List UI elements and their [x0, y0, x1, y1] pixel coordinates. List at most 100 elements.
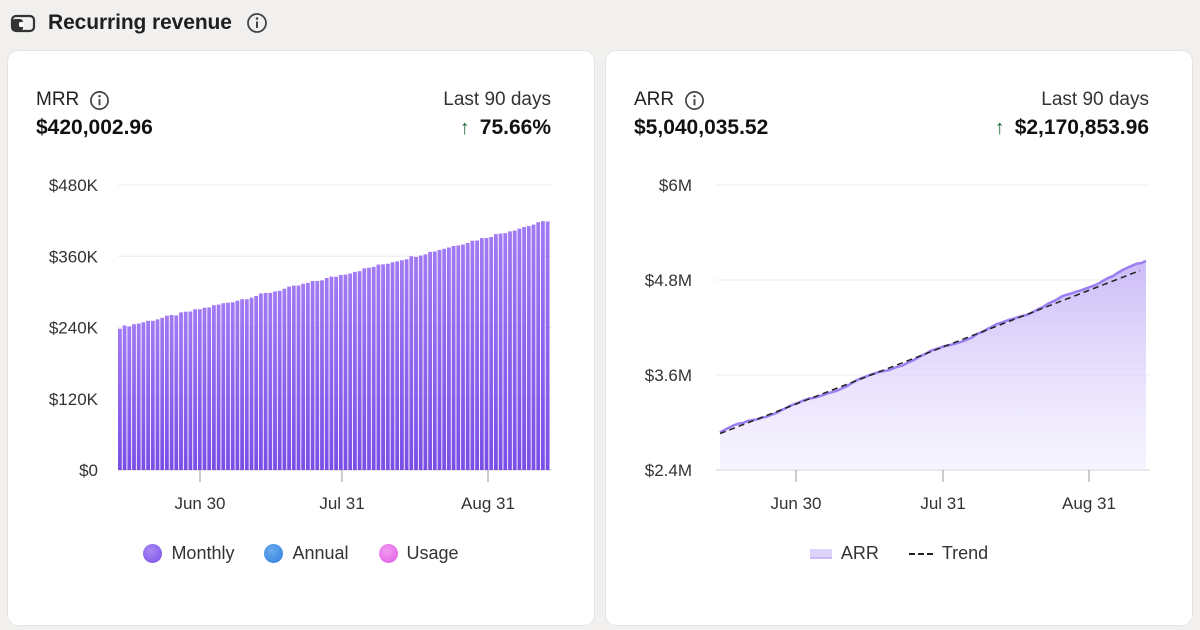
- bar[interactable]: [221, 303, 226, 470]
- bar[interactable]: [183, 311, 188, 470]
- bar[interactable]: [484, 237, 489, 470]
- bar[interactable]: [174, 315, 179, 470]
- bar[interactable]: [263, 292, 268, 470]
- bar[interactable]: [244, 299, 249, 470]
- bar[interactable]: [489, 237, 494, 470]
- bar[interactable]: [277, 290, 282, 470]
- bar[interactable]: [150, 320, 155, 470]
- arr-line[interactable]: [719, 259, 1147, 434]
- bar[interactable]: [451, 245, 456, 470]
- info-icon[interactable]: [246, 12, 268, 34]
- bar[interactable]: [479, 238, 484, 470]
- legend-item-monthly[interactable]: Monthly: [143, 543, 234, 564]
- bar[interactable]: [545, 221, 550, 470]
- bar[interactable]: [381, 264, 385, 470]
- bar[interactable]: [291, 285, 296, 470]
- bar[interactable]: [522, 227, 526, 470]
- legend-item-annual[interactable]: Annual: [264, 543, 349, 564]
- bar[interactable]: [197, 309, 202, 470]
- bar[interactable]: [334, 276, 338, 470]
- bar[interactable]: [273, 291, 277, 470]
- bar[interactable]: [442, 248, 447, 470]
- bar[interactable]: [409, 256, 414, 470]
- bar[interactable]: [498, 233, 503, 470]
- bar[interactable]: [193, 309, 197, 470]
- bar[interactable]: [226, 302, 230, 470]
- bar[interactable]: [122, 325, 127, 470]
- bar[interactable]: [385, 263, 390, 470]
- bar[interactable]: [400, 260, 404, 470]
- bar[interactable]: [118, 328, 122, 470]
- bar[interactable]: [324, 278, 329, 470]
- bar[interactable]: [188, 311, 193, 470]
- info-icon[interactable]: [89, 90, 110, 111]
- bar[interactable]: [296, 285, 301, 470]
- bar[interactable]: [230, 302, 235, 470]
- bar[interactable]: [329, 276, 334, 470]
- bar[interactable]: [348, 273, 353, 470]
- bar[interactable]: [418, 255, 423, 470]
- bar[interactable]: [287, 286, 291, 470]
- bar[interactable]: [169, 314, 174, 470]
- legend-item-arr[interactable]: ARR: [809, 543, 879, 564]
- bar[interactable]: [160, 317, 165, 470]
- bar[interactable]: [353, 271, 357, 470]
- bar[interactable]: [310, 280, 315, 470]
- bar[interactable]: [235, 300, 240, 470]
- bar[interactable]: [494, 234, 498, 470]
- bar[interactable]: [541, 221, 545, 470]
- bar[interactable]: [470, 240, 475, 470]
- bar[interactable]: [376, 264, 381, 470]
- bar[interactable]: [212, 305, 216, 470]
- bar[interactable]: [338, 274, 343, 470]
- bar[interactable]: [512, 230, 517, 470]
- bar[interactable]: [254, 295, 259, 470]
- bar[interactable]: [475, 240, 479, 470]
- bar[interactable]: [461, 244, 465, 470]
- bar[interactable]: [132, 324, 136, 470]
- bar[interactable]: [465, 242, 470, 470]
- legend-item-usage[interactable]: Usage: [378, 543, 459, 564]
- bar[interactable]: [503, 233, 508, 470]
- bar[interactable]: [165, 315, 169, 470]
- bar[interactable]: [531, 224, 536, 470]
- bar[interactable]: [240, 299, 244, 470]
- bar[interactable]: [127, 326, 132, 470]
- bar[interactable]: [179, 312, 183, 470]
- bar[interactable]: [456, 245, 461, 470]
- bar[interactable]: [447, 247, 451, 471]
- bar[interactable]: [395, 261, 400, 470]
- bar[interactable]: [259, 293, 263, 470]
- bar[interactable]: [371, 266, 376, 470]
- bar[interactable]: [367, 267, 371, 470]
- bar[interactable]: [301, 283, 306, 470]
- bar[interactable]: [428, 251, 432, 470]
- bar[interactable]: [141, 322, 146, 470]
- bar[interactable]: [216, 304, 221, 470]
- bar[interactable]: [146, 320, 150, 470]
- bar[interactable]: [536, 222, 541, 470]
- bar[interactable]: [508, 231, 512, 470]
- bar[interactable]: [423, 254, 428, 470]
- bar[interactable]: [315, 280, 320, 470]
- bar[interactable]: [155, 319, 160, 470]
- bar[interactable]: [202, 307, 207, 470]
- bar[interactable]: [306, 282, 310, 470]
- bar[interactable]: [320, 280, 324, 470]
- info-icon[interactable]: [684, 90, 705, 111]
- bar[interactable]: [207, 307, 212, 470]
- bar[interactable]: [357, 271, 362, 470]
- bar[interactable]: [432, 251, 437, 471]
- bar[interactable]: [390, 262, 395, 470]
- bar[interactable]: [268, 292, 273, 470]
- bar[interactable]: [404, 259, 409, 470]
- legend-item-trend[interactable]: Trend: [908, 543, 988, 564]
- bar[interactable]: [526, 226, 531, 470]
- bar[interactable]: [249, 297, 254, 470]
- bar[interactable]: [343, 274, 348, 470]
- bar[interactable]: [136, 323, 141, 470]
- bar[interactable]: [517, 228, 522, 470]
- bar[interactable]: [437, 249, 442, 470]
- bar[interactable]: [414, 256, 418, 470]
- bar[interactable]: [362, 268, 367, 470]
